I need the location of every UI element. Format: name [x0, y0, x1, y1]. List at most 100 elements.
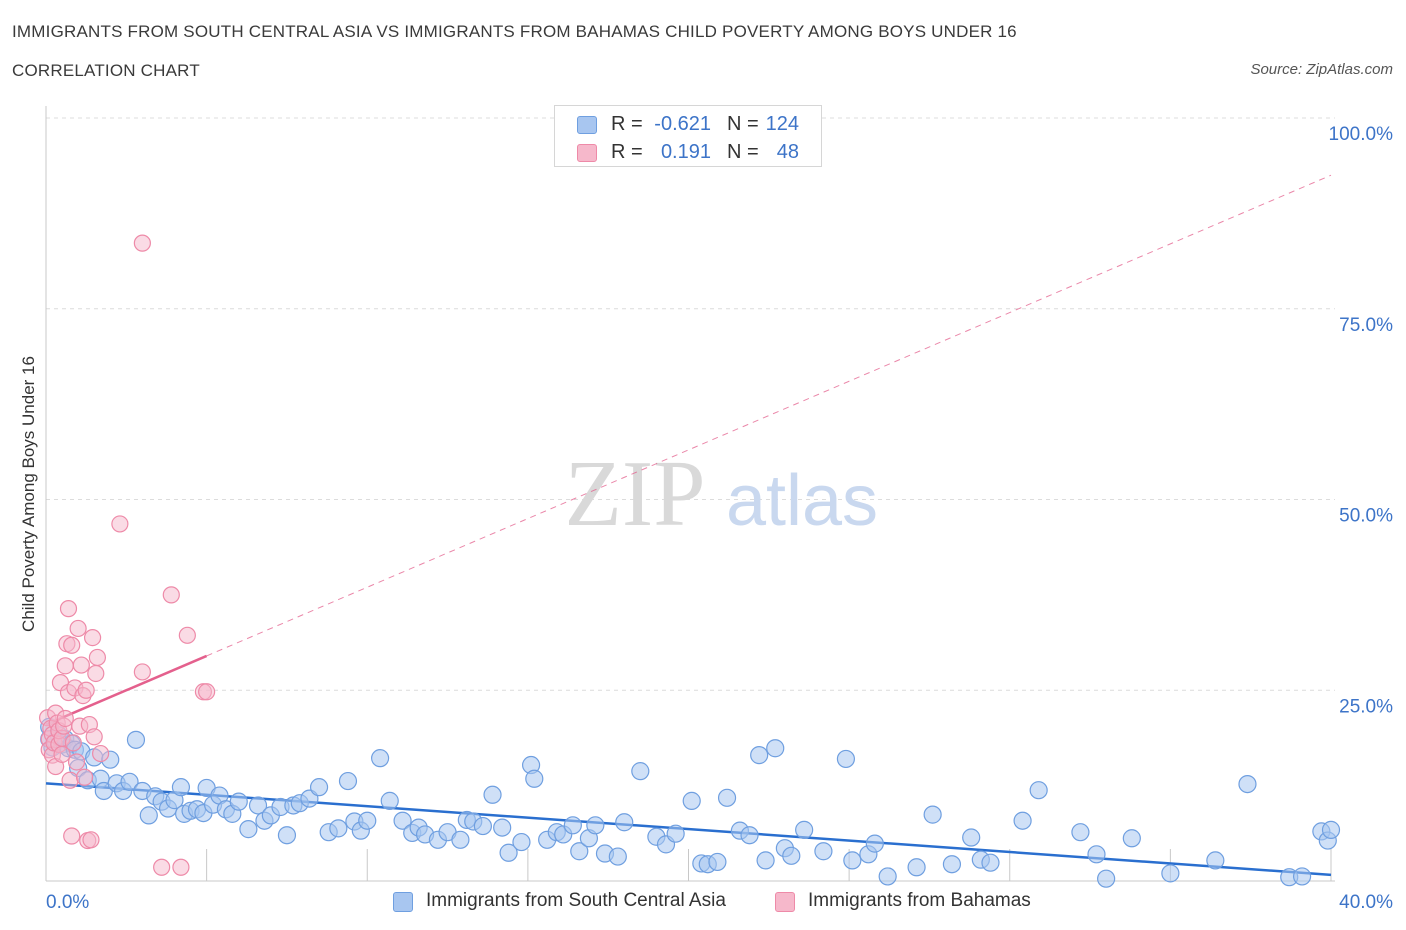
data-point-south-central-asia — [329, 819, 348, 838]
n-value: 48 — [776, 141, 799, 163]
trend-line-bahamas — [45, 654, 208, 726]
data-point-bahamas — [133, 234, 151, 252]
data-point-bahamas — [82, 831, 100, 849]
legend-label: Immigrants from South Central Asia — [426, 890, 726, 911]
r-value: -0.621 — [654, 113, 711, 135]
x-tick-label: 0.0% — [46, 892, 89, 913]
data-point-south-central-asia — [981, 853, 1000, 872]
data-point-south-central-asia — [766, 739, 785, 758]
series-south-central-asia — [40, 717, 1341, 888]
data-point-bahamas — [63, 827, 81, 845]
data-point-south-central-asia — [843, 851, 862, 870]
data-point-south-central-asia — [493, 818, 512, 837]
y-tick-label: 50.0% — [1339, 506, 1393, 527]
data-point-south-central-asia — [586, 816, 605, 835]
gridlines — [46, 117, 1335, 691]
data-point-bahamas — [56, 657, 74, 675]
legend-swatch-blue — [577, 116, 597, 134]
data-point-south-central-asia — [878, 867, 897, 886]
data-point-bahamas — [153, 858, 171, 876]
data-point-south-central-asia — [248, 796, 268, 815]
data-point-south-central-asia — [126, 730, 146, 749]
data-point-south-central-asia — [512, 832, 531, 852]
data-point-bahamas — [172, 858, 190, 876]
data-point-bahamas — [64, 734, 82, 752]
trend-line-bahamas-extension — [206, 174, 1332, 657]
data-point-south-central-asia — [795, 820, 814, 839]
data-point-south-central-asia — [814, 842, 833, 861]
r-label: R = — [611, 141, 643, 163]
data-point-bahamas — [178, 626, 196, 644]
data-point-south-central-asia — [309, 778, 329, 797]
data-point-south-central-asia — [708, 852, 727, 872]
data-point-south-central-asia — [782, 846, 801, 865]
data-point-bahamas — [87, 664, 105, 683]
data-point-south-central-asia — [120, 772, 139, 791]
data-point-south-central-asia — [139, 806, 158, 825]
y-tick-label: 100.0% — [1329, 124, 1394, 145]
data-point-bahamas — [85, 728, 103, 746]
data-point-south-central-asia — [631, 762, 650, 781]
data-point-south-central-asia — [229, 792, 248, 811]
data-point-south-central-asia — [666, 824, 685, 843]
data-point-south-central-asia — [962, 828, 981, 847]
data-point-bahamas — [69, 619, 87, 638]
data-point-bahamas — [83, 629, 102, 647]
r-value: 0.191 — [660, 141, 711, 163]
series-bahamas — [39, 234, 216, 876]
data-point-south-central-asia — [1097, 869, 1116, 888]
data-point-south-central-asia — [239, 820, 258, 839]
data-point-south-central-asia — [483, 785, 502, 804]
data-point-bahamas — [61, 771, 79, 789]
watermark-zip: ZIP — [565, 442, 706, 546]
y-tick-label: 25.0% — [1339, 696, 1393, 717]
data-point-south-central-asia — [525, 769, 544, 788]
data-point-south-central-asia — [570, 842, 589, 861]
data-point-south-central-asia — [942, 855, 962, 874]
legend-swatch-pink — [577, 144, 597, 162]
data-point-south-central-asia — [750, 746, 769, 765]
n-label: N = — [727, 113, 759, 135]
data-point-south-central-asia — [740, 826, 759, 845]
data-point-bahamas — [88, 648, 107, 667]
data-point-south-central-asia — [338, 771, 358, 791]
data-point-south-central-asia — [1029, 781, 1048, 800]
data-point-south-central-asia — [1292, 867, 1312, 886]
data-point-bahamas — [67, 753, 86, 771]
data-point-south-central-asia — [1087, 845, 1106, 864]
data-point-south-central-asia — [1321, 820, 1341, 839]
data-point-south-central-asia — [1122, 829, 1141, 848]
r-label: R = — [611, 113, 643, 135]
data-point-south-central-asia — [171, 778, 191, 797]
data-point-south-central-asia — [473, 816, 492, 836]
data-point-south-central-asia — [451, 830, 470, 849]
source-label: Source: ZipAtlas.com — [1250, 61, 1393, 78]
data-point-bahamas — [133, 663, 151, 681]
legend-swatch-pink — [775, 892, 795, 912]
legend-label: Immigrants from Bahamas — [808, 890, 1031, 911]
data-point-south-central-asia — [756, 851, 775, 870]
data-point-bahamas — [77, 681, 95, 699]
data-point-bahamas — [63, 636, 81, 654]
data-point-bahamas — [56, 709, 74, 728]
data-point-south-central-asia — [393, 811, 412, 830]
data-point-bahamas — [75, 768, 94, 786]
data-point-bahamas — [111, 515, 129, 533]
data-point-south-central-asia — [1013, 811, 1032, 830]
data-point-south-central-asia — [907, 858, 926, 877]
data-point-south-central-asia — [608, 847, 627, 866]
data-point-south-central-asia — [380, 791, 399, 810]
data-point-bahamas — [92, 744, 110, 763]
data-point-bahamas — [198, 683, 216, 701]
data-point-bahamas — [72, 656, 90, 674]
data-point-south-central-asia — [277, 826, 297, 845]
data-point-south-central-asia — [358, 811, 377, 830]
chart-subtitle: CORRELATION CHART — [12, 61, 200, 80]
watermark-atlas: atlas — [726, 461, 878, 541]
data-point-south-central-asia — [717, 788, 737, 807]
data-point-south-central-asia — [865, 834, 884, 853]
data-point-south-central-asia — [923, 805, 942, 824]
legend-swatch-blue — [393, 892, 413, 912]
data-point-south-central-asia — [682, 791, 701, 810]
